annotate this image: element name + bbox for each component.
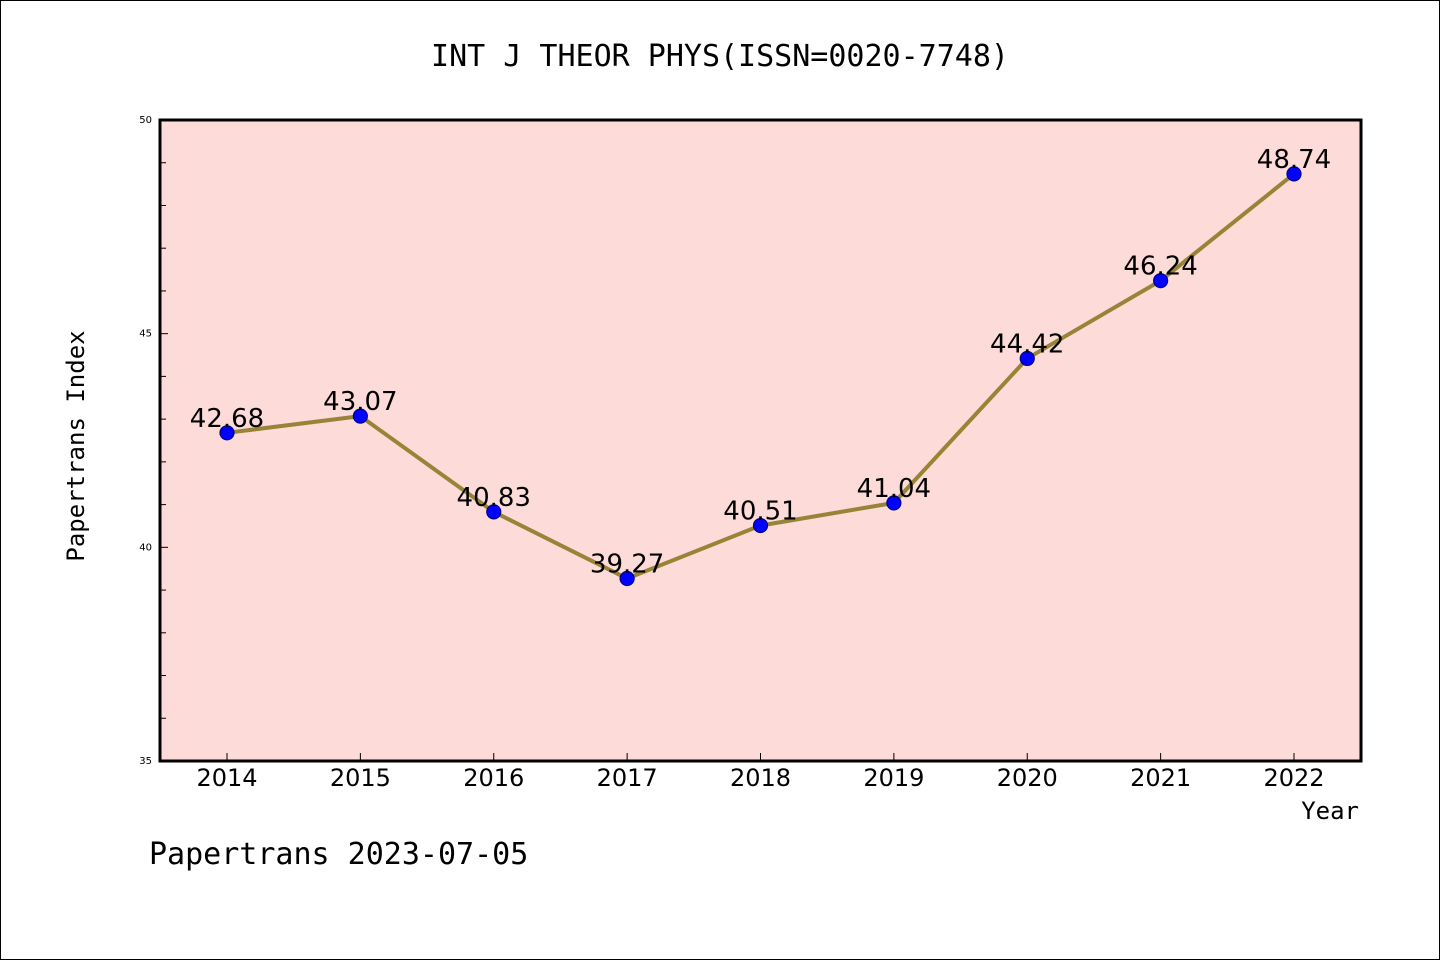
- y-tick-label: 35: [139, 756, 152, 767]
- data-point-label: 40.83: [457, 483, 531, 513]
- footer-date-text: Papertrans 2023-07-05: [149, 837, 528, 872]
- x-tick-label: 2019: [863, 764, 924, 792]
- x-tick-label: 2016: [463, 764, 524, 792]
- data-point-label: 41.04: [857, 474, 931, 504]
- data-point-label: 44.42: [990, 329, 1064, 359]
- data-point-label: 48.74: [1257, 145, 1331, 175]
- y-tick-label: 50: [139, 115, 152, 126]
- x-tick-label: 2022: [1263, 764, 1324, 792]
- data-point-marker: [219, 425, 235, 441]
- data-point-marker: [752, 517, 769, 534]
- data-point-label: 40.51: [723, 497, 797, 527]
- x-tick-label: 2021: [1130, 764, 1191, 792]
- x-axis-ticks: 2014 2015 2016 2017 2018 2019 2020 2021 2022: [196, 753, 1325, 792]
- data-point-label: 42.68: [190, 404, 264, 434]
- data-point-marker: [1286, 166, 1302, 182]
- data-markers: [219, 166, 1302, 587]
- data-point-marker: [886, 495, 902, 511]
- data-point-marker: [1019, 350, 1035, 367]
- chart-title: INT J THEOR PHYS(ISSN=0020-7748): [431, 39, 1009, 74]
- data-point-label: 39.27: [590, 550, 664, 580]
- y-tick-label: 45: [139, 329, 152, 340]
- x-axis-label: Year: [1301, 797, 1359, 825]
- plot-area: [160, 120, 1361, 761]
- data-labels: 42.68 43.07 40.83 39.27 40.51 41.04 44.42 46.24…: [190, 145, 1331, 580]
- x-tick-label: 2017: [597, 764, 658, 792]
- data-point-marker: [1153, 273, 1169, 289]
- plot-border: [158, 118, 1363, 763]
- data-point-marker: [619, 570, 635, 587]
- x-tick-label: 2014: [196, 764, 257, 792]
- x-tick-label: 2015: [330, 764, 391, 792]
- data-point-marker: [352, 408, 368, 424]
- x-tick-label: 2020: [997, 764, 1058, 792]
- y-tick-label: 40: [139, 542, 152, 553]
- data-point-label: 46.24: [1123, 252, 1197, 282]
- data-point-label: 43.07: [323, 387, 397, 417]
- y-axis-label: Papertrans Index: [62, 330, 90, 561]
- x-tick-label: 2018: [730, 764, 791, 792]
- data-point-marker: [486, 504, 502, 520]
